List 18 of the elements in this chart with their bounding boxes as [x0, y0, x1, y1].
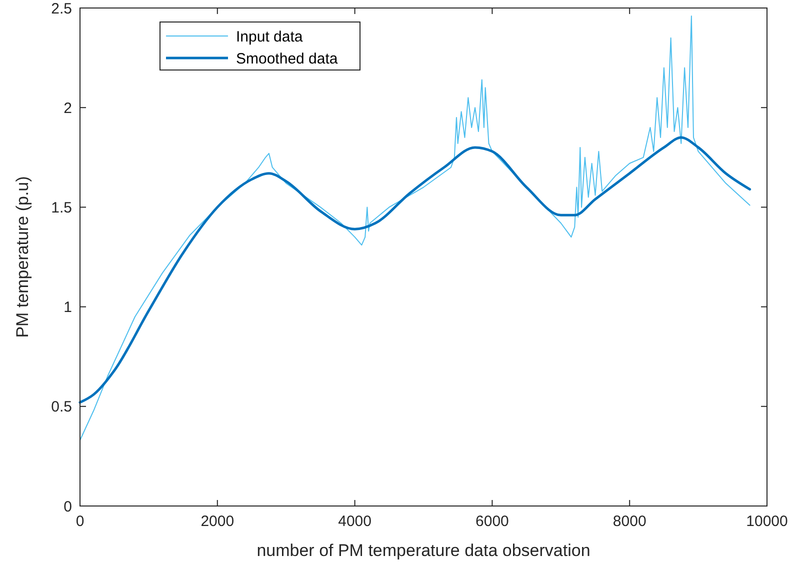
line-series [78, 136, 752, 404]
legend-label: Smoothed data [236, 50, 338, 68]
x-tick-label: 6000 [476, 513, 509, 530]
line-series [80, 15, 750, 441]
x-axis-title: number of PM temperature data observation [256, 541, 590, 560]
y-tick-label: 0.5 [51, 398, 72, 416]
y-tick-label: 2 [64, 100, 72, 117]
y-tick-label: 2.5 [51, 0, 72, 18]
y-tick-label: 1.5 [51, 199, 72, 216]
legend-label: Input data [236, 28, 304, 46]
x-tick-label: 8000 [612, 513, 646, 530]
x-tick-label: 10000 [746, 513, 788, 530]
x-tick-label: 4000 [338, 513, 372, 530]
x-tick-label: 0 [76, 513, 84, 530]
y-tick-label: 0 [64, 498, 72, 516]
x-tick-label: 2000 [200, 513, 234, 530]
y-axis-title: PM temperature (p.u) [13, 176, 32, 338]
y-tick-label: 1 [64, 299, 72, 316]
